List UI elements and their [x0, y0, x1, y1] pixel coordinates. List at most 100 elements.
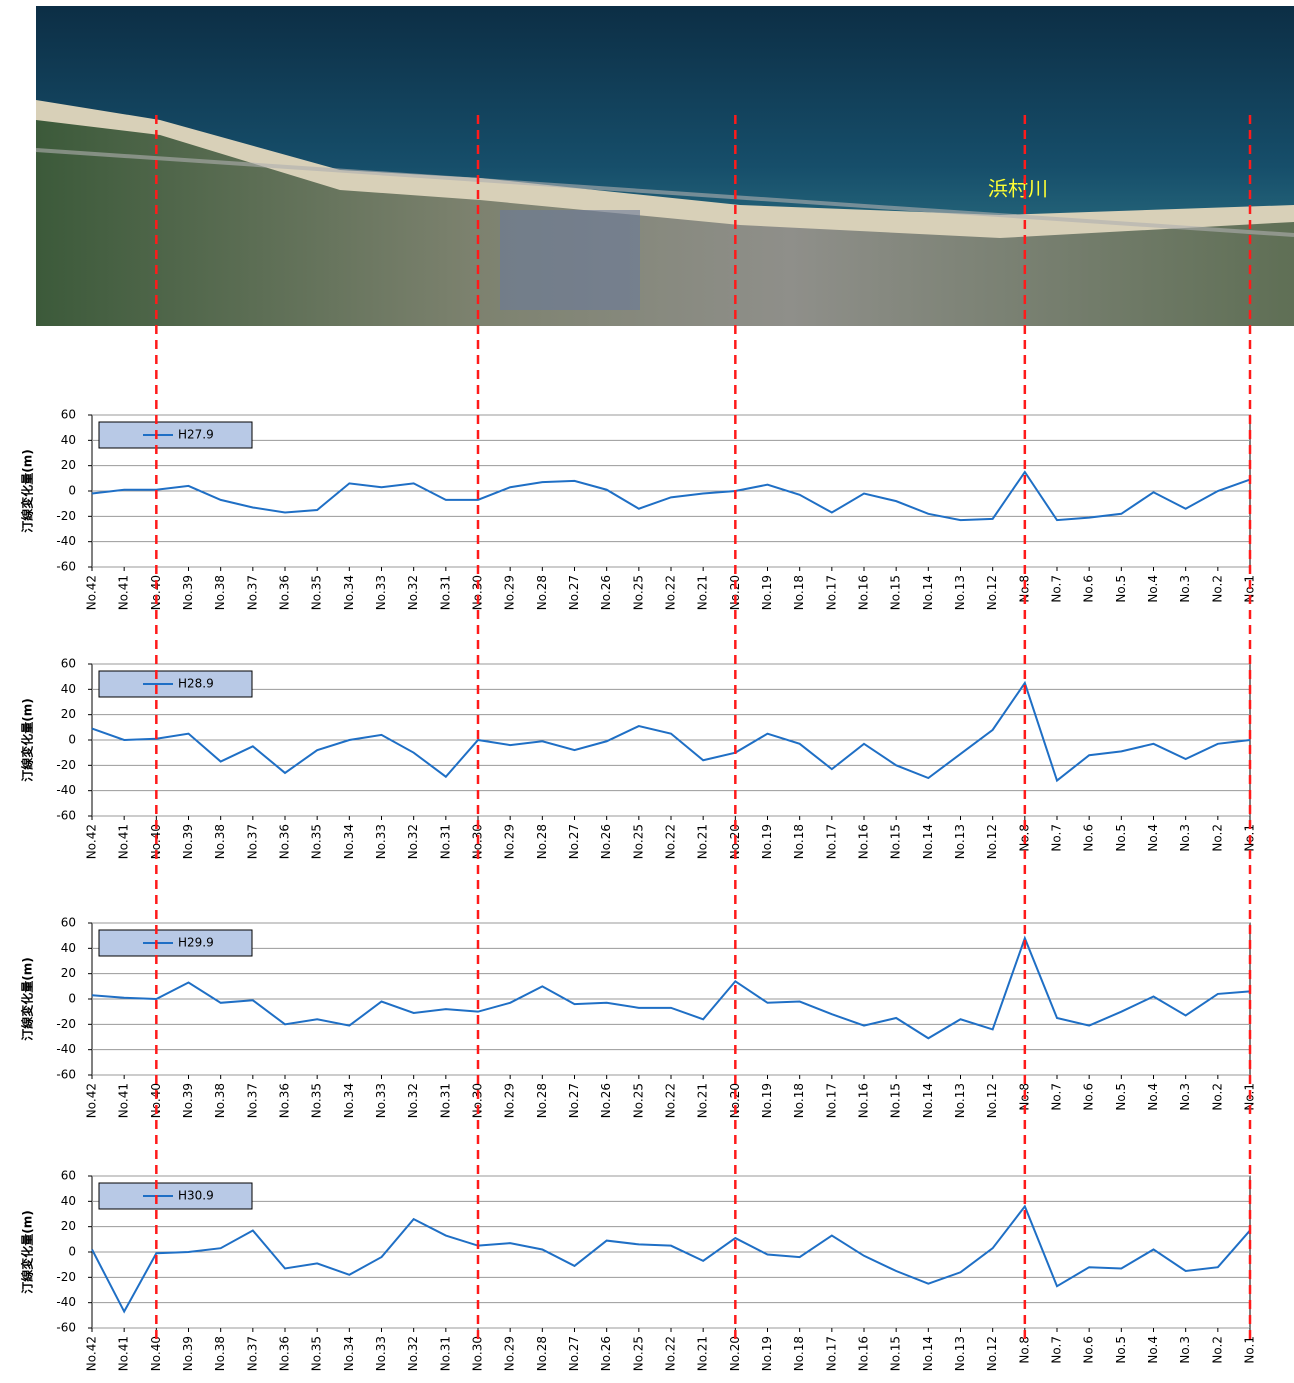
- x-tick-label: No.27: [567, 824, 581, 859]
- x-tick-label: No.27: [567, 1336, 581, 1371]
- x-tick-label: No.26: [599, 1336, 613, 1371]
- x-tick-label: No.19: [760, 1083, 774, 1118]
- x-tick-label: No.13: [953, 824, 967, 859]
- x-tick-label: No.39: [181, 575, 195, 610]
- x-tick-label: No.20: [728, 1336, 742, 1371]
- x-tick-label: No.17: [824, 575, 838, 610]
- x-tick-label: No.16: [857, 824, 871, 859]
- y-tick-label: 20: [61, 458, 76, 472]
- y-tick-label: -60: [56, 560, 76, 574]
- x-tick-label: No.39: [181, 1083, 195, 1118]
- x-tick-label: No.28: [535, 1083, 549, 1118]
- x-tick-label: No.38: [213, 1083, 227, 1118]
- x-tick-label: No.27: [567, 1083, 581, 1118]
- x-tick-label: No.31: [438, 575, 452, 610]
- x-tick-label: No.34: [342, 824, 356, 859]
- x-tick-label: No.13: [953, 1336, 967, 1371]
- x-tick-label: No.16: [857, 1083, 871, 1118]
- x-tick-label: No.18: [792, 575, 806, 610]
- data-line: [91, 1204, 1251, 1314]
- x-tick-label: No.30: [471, 575, 485, 610]
- x-tick-label: No.2: [1210, 575, 1224, 603]
- x-tick-label: No.7: [1050, 575, 1064, 603]
- x-tick-label: No.41: [117, 575, 131, 610]
- x-tick-label: No.5: [1114, 1083, 1128, 1111]
- x-tick-label: No.32: [406, 575, 420, 610]
- y-tick-label: 0: [68, 733, 76, 747]
- x-tick-label: No.6: [1082, 1083, 1096, 1111]
- x-tick-label: No.3: [1178, 1083, 1192, 1111]
- x-tick-label: No.38: [213, 824, 227, 859]
- x-tick-label: No.14: [921, 1336, 935, 1371]
- x-tick-label: No.21: [696, 824, 710, 859]
- x-tick-label: No.32: [406, 824, 420, 859]
- legend-box: [98, 670, 253, 698]
- y-tick-label: 0: [68, 484, 76, 498]
- x-tick-label: No.18: [792, 1336, 806, 1371]
- x-tick-label: No.22: [664, 1083, 678, 1118]
- x-tick-label: No.3: [1178, 824, 1192, 852]
- x-tick-label: No.8: [1017, 1336, 1031, 1364]
- x-tick-label: No.22: [664, 824, 678, 859]
- x-tick-label: No.26: [599, 1083, 613, 1118]
- x-tick-label: No.28: [535, 824, 549, 859]
- x-tick-label: No.39: [181, 1336, 195, 1371]
- x-tick-label: No.4: [1146, 824, 1160, 852]
- x-tick-label: No.12: [985, 575, 999, 610]
- x-tick-label: No.12: [985, 824, 999, 859]
- y-tick-label: -40: [56, 1042, 76, 1056]
- x-tick-label: No.15: [889, 824, 903, 859]
- x-tick-label: No.5: [1114, 1336, 1128, 1364]
- x-tick-label: No.34: [342, 1083, 356, 1118]
- x-tick-label: No.4: [1146, 575, 1160, 603]
- x-tick-label: No.15: [889, 1083, 903, 1118]
- x-tick-label: No.40: [149, 1083, 163, 1118]
- x-tick-label: No.37: [245, 1336, 259, 1371]
- data-line: [91, 680, 1251, 783]
- x-tick-label: No.36: [278, 824, 292, 859]
- x-tick-label: No.32: [406, 1083, 420, 1118]
- x-tick-label: No.42: [85, 575, 99, 610]
- y-tick-label: -20: [56, 509, 76, 523]
- y-tick-label: -40: [56, 783, 76, 797]
- x-tick-label: No.16: [857, 1336, 871, 1371]
- x-tick-label: No.20: [728, 1083, 742, 1118]
- x-tick-label: No.17: [824, 824, 838, 859]
- legend-box: [98, 421, 253, 449]
- y-tick-label: 60: [61, 1169, 76, 1183]
- x-tick-label: No.18: [792, 1083, 806, 1118]
- x-tick-label: No.20: [728, 575, 742, 610]
- x-tick-label: No.29: [503, 1336, 517, 1371]
- x-tick-label: No.35: [310, 1083, 324, 1118]
- x-tick-label: No.1: [1243, 1336, 1257, 1364]
- x-tick-label: No.32: [406, 1336, 420, 1371]
- x-tick-label: No.39: [181, 824, 195, 859]
- y-tick-label: 60: [61, 408, 76, 422]
- x-tick-label: No.14: [921, 575, 935, 610]
- x-tick-label: No.17: [824, 1336, 838, 1371]
- x-tick-label: No.22: [664, 1336, 678, 1371]
- x-tick-label: No.28: [535, 575, 549, 610]
- x-tick-label: No.42: [85, 824, 99, 859]
- y-tick-label: -20: [56, 1270, 76, 1284]
- x-tick-label: No.3: [1178, 575, 1192, 603]
- x-tick-label: No.5: [1114, 824, 1128, 852]
- data-line: [91, 935, 1251, 1040]
- x-tick-label: No.30: [471, 1336, 485, 1371]
- y-tick-label: 0: [68, 992, 76, 1006]
- x-tick-label: No.6: [1082, 1336, 1096, 1364]
- x-tick-label: No.31: [438, 824, 452, 859]
- river-label: 浜村川: [988, 177, 1048, 201]
- x-tick-label: No.38: [213, 1336, 227, 1371]
- x-tick-label: No.36: [278, 575, 292, 610]
- x-tick-label: No.7: [1050, 1083, 1064, 1111]
- x-tick-label: No.21: [696, 1336, 710, 1371]
- x-tick-label: No.4: [1146, 1336, 1160, 1364]
- y-axis-label: 汀線変化量(m): [20, 1210, 35, 1293]
- x-tick-label: No.36: [278, 1336, 292, 1371]
- x-tick-label: No.35: [310, 824, 324, 859]
- x-tick-label: No.17: [824, 1083, 838, 1118]
- x-tick-label: No.13: [953, 1083, 967, 1118]
- y-tick-label: -20: [56, 758, 76, 772]
